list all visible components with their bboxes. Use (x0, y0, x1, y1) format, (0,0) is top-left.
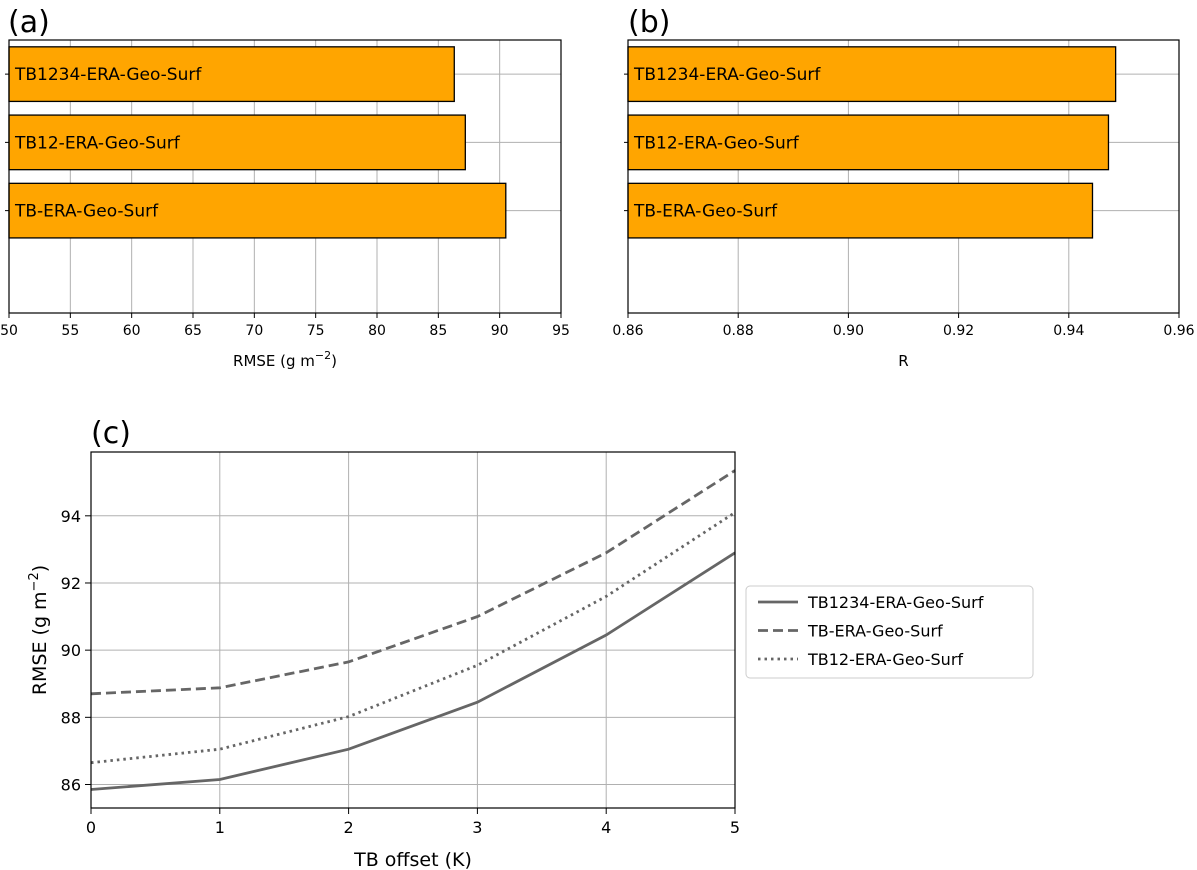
x-tick-label: 95 (552, 323, 570, 339)
y-tick-label: 90 (61, 641, 81, 660)
panel-label: (b) (628, 5, 670, 40)
bar (627, 182, 1094, 239)
plot-frame (627, 39, 1180, 314)
bar (627, 46, 1117, 103)
x-tick-label: 0.86 (612, 323, 643, 339)
x-tick-label: 50 (0, 323, 18, 339)
y-axis-label: RMSE (g m−2) (27, 565, 51, 695)
bar-category-label: TB-ERA-Geo-Surf (633, 202, 778, 222)
x-tick-label: 0.88 (723, 323, 754, 339)
x-tick-label: 70 (245, 323, 263, 339)
x-tick-label: 5 (730, 818, 740, 837)
bar-category-label: TB1234-ERA-Geo-Surf (14, 65, 202, 85)
bar (627, 114, 1110, 171)
legend-entry-label: TB12-ERA-Geo-Surf (807, 650, 963, 669)
y-tick-label: 86 (61, 775, 81, 794)
series-group (90, 469, 736, 791)
x-tick-label: 80 (368, 323, 386, 339)
bar (8, 114, 466, 171)
panel-c-line-chart: 0 1 2 3 4 5 86 88 90 92 94 TB offset (K) RMSE (g m−2… (27, 416, 1034, 870)
series-line (90, 511, 736, 765)
x-tick-label: 0.96 (1163, 323, 1194, 339)
x-tick-label: 75 (307, 323, 325, 339)
x-axis-label: RMSE (g m−2) (233, 349, 337, 370)
x-tick-label: 1 (215, 818, 225, 837)
panel-label: (c) (91, 416, 131, 451)
x-tick-label: 90 (491, 323, 509, 339)
bar-category-label: TB12-ERA-Geo-Surf (14, 133, 181, 153)
bar-category-label: TB-ERA-Geo-Surf (14, 202, 159, 222)
x-tick-label: 0 (86, 818, 96, 837)
x-tick-label: 2 (344, 818, 354, 837)
legend: TB1234-ERA-Geo-Surf TB-ERA-Geo-Surf TB12-E… (745, 585, 1034, 679)
x-axis-label: R (898, 352, 908, 370)
x-tick-label: 60 (123, 323, 141, 339)
y-tick-label: 92 (61, 574, 81, 593)
plot-frame (90, 451, 736, 809)
bar (8, 46, 455, 103)
y-tick-label: 94 (61, 507, 81, 526)
series-line (90, 551, 736, 791)
legend-entry-label: TB1234-ERA-Geo-Surf (807, 593, 984, 612)
panel-label: (a) (8, 5, 50, 40)
x-tick-label: 55 (61, 323, 79, 339)
x-tick-label: 0.92 (943, 323, 974, 339)
legend-entry-label: TB-ERA-Geo-Surf (807, 622, 943, 641)
x-tick-label: 4 (601, 818, 611, 837)
x-tick-label: 0.94 (1053, 323, 1084, 339)
x-tick-label: 85 (429, 323, 447, 339)
panel-a-bar-chart: TB1234-ERA-Geo-Surf TB12-ERA-Geo-Surf TB-E… (0, 5, 570, 370)
series-line (90, 469, 736, 696)
x-tick-label: 0.90 (833, 323, 864, 339)
panel-b-bar-chart: TB1234-ERA-Geo-Surf TB12-ERA-Geo-Surf TB-E… (612, 5, 1194, 370)
bar (8, 182, 507, 239)
y-tick-label: 88 (61, 708, 81, 727)
legend-box (745, 585, 1034, 679)
plot-frame (8, 39, 562, 314)
bar-category-label: TB1234-ERA-Geo-Surf (633, 65, 821, 85)
bar-category-label: TB12-ERA-Geo-Surf (633, 133, 800, 153)
x-axis-label: TB offset (K) (353, 849, 472, 870)
x-tick-label: 3 (472, 818, 482, 837)
x-tick-label: 65 (184, 323, 202, 339)
